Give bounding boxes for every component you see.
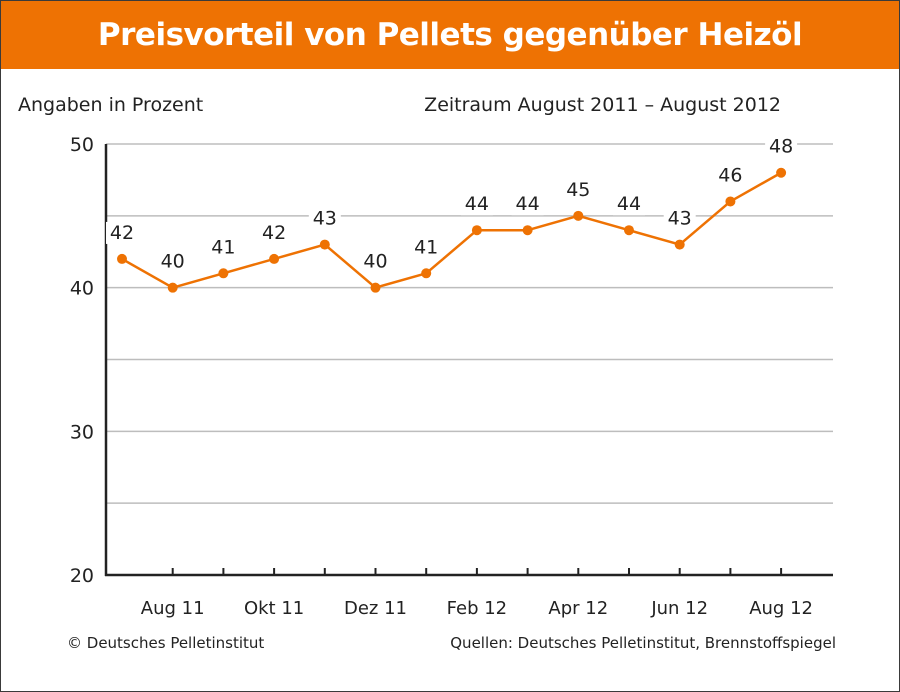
copyright-note: © Deutsches Pelletinstitut xyxy=(67,634,265,652)
data-labels: 42 40 41 42 43 40 41 44 44 45 44 43 46 48 xyxy=(106,135,798,273)
series-line xyxy=(121,171,782,289)
data-point xyxy=(624,225,634,236)
y-tick-label: 50 xyxy=(70,134,94,156)
data-points xyxy=(117,167,787,293)
data-label-bg xyxy=(156,250,189,273)
data-label-bg xyxy=(511,193,544,216)
data-label: 45 xyxy=(566,179,590,201)
data-label: 48 xyxy=(769,136,793,158)
chart-title: Preisvorteil von Pellets gegenüber Heizö… xyxy=(97,17,803,53)
data-label: 41 xyxy=(414,236,438,258)
x-tick-label: Aug 12 xyxy=(749,598,813,619)
series-line-path xyxy=(121,171,782,289)
data-point xyxy=(522,225,533,236)
x-tick-label: Apr 12 xyxy=(548,598,608,619)
data-point xyxy=(421,268,432,279)
data-point xyxy=(471,225,482,236)
data-label-bg xyxy=(714,164,747,187)
period-label: Zeitraum August 2011 – August 2012 xyxy=(424,94,781,116)
header-bar: Preisvorteil von Pellets gegenüber Heizö… xyxy=(1,1,899,69)
data-label-bg xyxy=(410,236,443,259)
data-label-bg xyxy=(613,193,645,216)
data-point xyxy=(117,253,127,264)
x-tick-label: Aug 11 xyxy=(141,598,205,619)
data-label-bg xyxy=(308,207,341,230)
x-ticks: Aug 11 Okt 11 Dez 11 Feb 12 Apr 12 Jun 12 Aug … xyxy=(141,568,813,619)
data-label-bg xyxy=(663,207,696,230)
data-point xyxy=(319,239,330,250)
data-label-bg xyxy=(207,236,240,259)
data-label: 44 xyxy=(465,193,489,215)
y-tick-labels: 20 30 40 50 xyxy=(70,134,94,587)
data-label-bg xyxy=(106,221,138,244)
y-tick-label: 40 xyxy=(70,278,94,300)
data-label: 41 xyxy=(211,236,235,258)
data-label: 40 xyxy=(363,251,387,273)
data-label-bg xyxy=(765,135,798,158)
data-label-bg xyxy=(562,178,595,201)
data-point xyxy=(674,239,685,250)
data-point xyxy=(269,253,280,264)
data-label: 40 xyxy=(161,251,185,273)
data-label: 42 xyxy=(262,222,286,244)
data-label: 44 xyxy=(617,193,641,215)
data-point xyxy=(725,196,736,207)
data-label-bg xyxy=(258,221,291,244)
data-point xyxy=(167,282,178,293)
data-label: 43 xyxy=(668,208,692,230)
y-tick-label: 30 xyxy=(70,421,94,443)
data-point xyxy=(218,268,229,279)
data-point xyxy=(573,210,584,221)
data-label: 44 xyxy=(516,193,540,215)
data-point xyxy=(776,167,787,178)
data-label-bg xyxy=(359,250,392,273)
axes xyxy=(104,144,833,577)
x-tick-label: Dez 11 xyxy=(344,598,407,619)
x-tick-label: Feb 12 xyxy=(447,598,508,619)
sources-note: Quellen: Deutsches Pelletinstitut, Brenn… xyxy=(450,634,836,652)
data-label-bg xyxy=(460,193,493,216)
data-label: 42 xyxy=(110,222,134,244)
gridlines xyxy=(106,143,833,504)
data-label: 46 xyxy=(718,164,742,186)
data-point xyxy=(370,282,381,293)
y-tick-label: 20 xyxy=(70,565,94,587)
x-tick-label: Okt 11 xyxy=(244,598,304,619)
x-tick-label: Jun 12 xyxy=(650,598,708,619)
unit-label: Angaben in Prozent xyxy=(18,94,204,116)
data-label: 43 xyxy=(313,208,337,230)
